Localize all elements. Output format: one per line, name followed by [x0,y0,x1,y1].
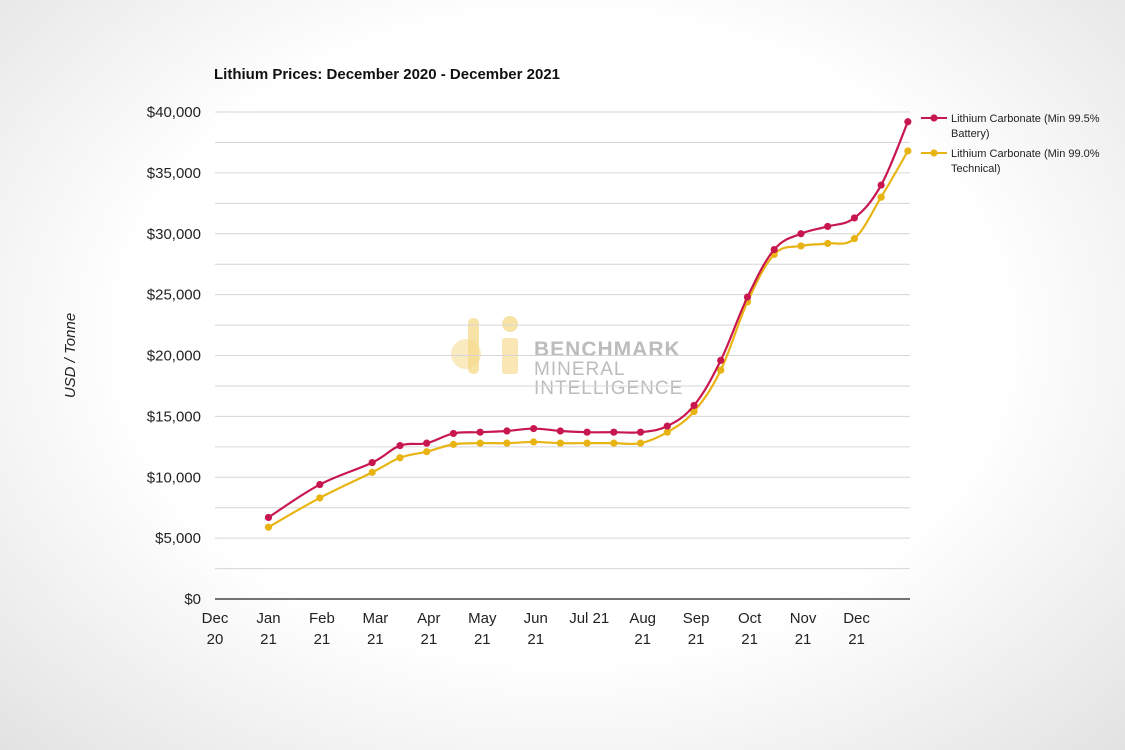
x-tick-label: Jan [256,610,280,627]
data-point-0 [449,429,458,438]
data-point-1 [904,147,912,155]
data-point-1 [824,239,832,248]
x-tick-label: 20 [207,631,224,648]
data-point-0 [264,513,273,522]
data-point-0 [743,293,752,301]
x-tick-label: Mar [362,610,388,627]
data-point-1 [264,523,273,531]
data-point-0 [636,428,645,436]
legend-label: Lithium Carbonate (Min 99.0% [951,148,1100,160]
series-line-0 [267,121,909,519]
x-tick-label: 21 [367,631,384,648]
data-point-1 [636,439,645,447]
data-point-0 [476,428,484,436]
legend-swatch-dot [930,114,938,122]
watermark-line2: MINERAL [534,359,625,380]
data-point-1 [423,448,431,456]
data-point-0 [556,427,564,435]
watermark-line1: BENCHMARK [534,338,681,361]
data-point-0 [503,427,511,435]
x-tick-label: Oct [738,610,762,627]
data-point-1 [396,454,404,462]
data-point-1 [850,235,859,243]
data-point-1 [717,366,725,374]
data-point-0 [877,181,885,189]
y-tick-label: $35,000 [147,165,201,182]
y-tick-label: $10,000 [147,469,201,486]
x-tick-label: Nov [790,610,817,627]
data-point-0 [396,441,404,450]
x-tick-label: Feb [309,610,335,627]
data-point-0 [583,428,591,436]
x-tick-label: 21 [688,631,705,648]
data-point-0 [663,422,671,430]
data-point-0 [717,356,725,364]
data-point-0 [797,230,805,238]
data-point-0 [904,118,912,126]
x-tick-label: May [468,610,497,627]
data-point-0 [824,222,832,231]
x-tick-label: 21 [314,631,331,648]
data-point-0 [316,480,324,489]
x-tick-label: Aug [629,610,656,627]
watermark-line3: INTELLIGENCE [534,378,683,399]
legend-label: Lithium Carbonate (Min 99.5% [951,113,1100,125]
y-axis-label: USD / Tonne [62,313,79,398]
x-tick-label: 21 [848,631,865,648]
data-point-1 [449,440,458,448]
data-point-1 [368,468,376,476]
data-point-1 [530,438,538,446]
y-tick-label: $20,000 [147,348,201,365]
x-tick-label: 21 [260,631,277,648]
y-tick-label: $25,000 [147,287,201,304]
watermark-logo-dot [502,316,518,332]
data-point-1 [476,439,484,447]
x-tick-label: 21 [527,631,544,648]
y-tick-label: $0 [184,591,201,608]
data-point-1 [663,428,671,436]
data-point-1 [583,439,591,447]
x-tick-label: 21 [421,631,438,648]
data-point-1 [690,407,698,416]
x-tick-label: Jul 21 [569,610,609,627]
legend-label: Technical) [951,163,1001,175]
data-point-0 [368,459,376,467]
data-point-1 [556,439,564,447]
data-point-1 [316,494,324,502]
data-point-0 [610,428,618,436]
x-tick-label: 21 [741,631,758,648]
watermark-logo-circle [451,339,481,369]
y-tick-label: $30,000 [147,226,201,243]
data-point-1 [610,439,618,447]
y-tick-label: $5,000 [155,530,201,547]
data-point-1 [503,439,511,447]
data-point-0 [770,245,778,254]
x-tick-label: 21 [474,631,491,648]
legend-label: Battery) [951,128,990,140]
data-point-0 [530,424,538,433]
x-tick-label: Sep [683,610,710,627]
data-point-1 [877,193,885,201]
x-tick-label: Dec [202,610,229,627]
data-point-0 [850,214,859,222]
x-tick-label: Apr [417,610,440,627]
x-tick-label: Dec [843,610,870,627]
data-point-0 [690,401,698,410]
data-point-0 [423,439,431,447]
chart-title: Lithium Prices: December 2020 - December… [214,66,561,83]
y-tick-label: $40,000 [147,104,201,121]
legend-swatch-dot [930,149,938,157]
x-tick-label: Jun [524,610,548,627]
y-tick-label: $15,000 [147,408,201,425]
x-tick-label: 21 [795,631,812,648]
data-point-1 [797,242,805,250]
x-tick-label: 21 [634,631,651,648]
